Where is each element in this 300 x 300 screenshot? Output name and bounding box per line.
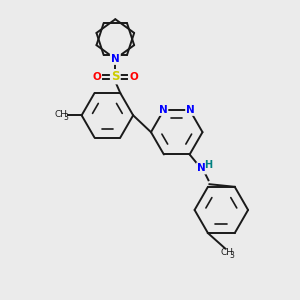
Text: N: N bbox=[158, 105, 167, 115]
Text: H: H bbox=[204, 160, 212, 170]
Text: 3: 3 bbox=[63, 113, 68, 122]
Text: N: N bbox=[111, 54, 120, 64]
Text: O: O bbox=[92, 72, 101, 82]
Text: CH: CH bbox=[54, 110, 67, 119]
Text: CH: CH bbox=[221, 248, 234, 257]
Text: 3: 3 bbox=[230, 251, 235, 260]
Text: S: S bbox=[111, 70, 120, 83]
Text: N: N bbox=[186, 105, 195, 115]
Text: N: N bbox=[197, 163, 206, 173]
Text: O: O bbox=[130, 72, 139, 82]
